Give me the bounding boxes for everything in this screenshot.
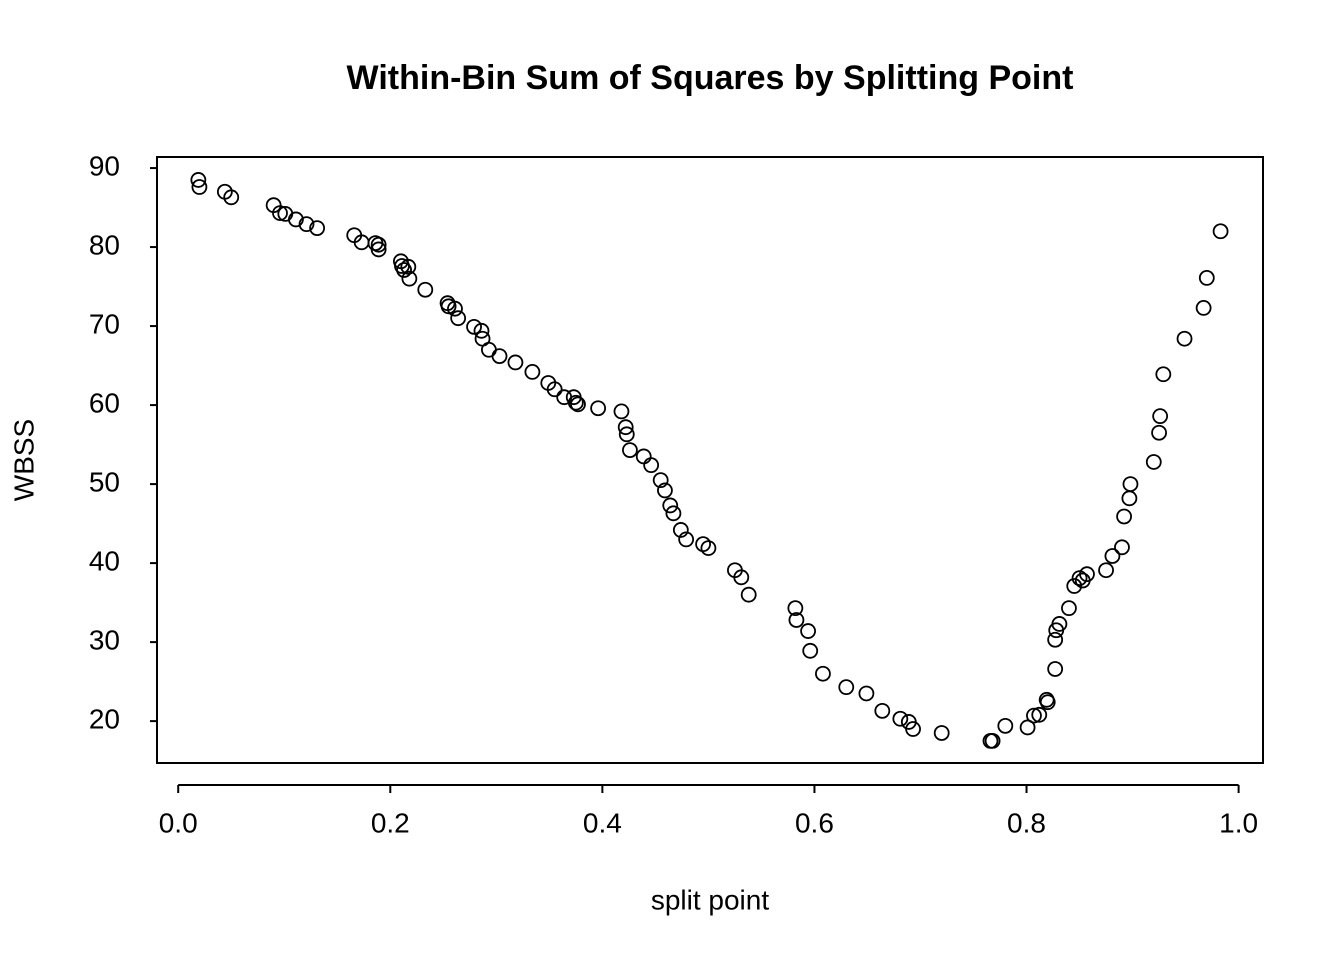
plot-frame: [156, 156, 1264, 764]
point: [787, 600, 804, 617]
point: [400, 258, 417, 275]
point: [1079, 566, 1095, 583]
point: [417, 281, 434, 298]
y-tick-label: 20: [89, 704, 120, 735]
point: [1122, 476, 1139, 492]
point: [838, 679, 855, 696]
chart-title: Within-Bin Sum of Squares by Splitting P…: [347, 59, 1074, 97]
y-tick-label: 80: [89, 229, 120, 260]
point: [800, 623, 816, 639]
point: [309, 220, 326, 237]
point: [481, 341, 497, 358]
point: [1152, 408, 1169, 425]
point: [466, 318, 482, 335]
point: [473, 322, 490, 339]
y-axis-label: WBSS: [8, 419, 39, 501]
point: [507, 354, 524, 371]
point: [1116, 508, 1132, 525]
point: [613, 403, 630, 420]
point: [700, 540, 717, 556]
point: [401, 270, 418, 287]
point: [1047, 661, 1064, 677]
point: [665, 505, 682, 522]
point: [643, 457, 660, 474]
point: [1121, 490, 1138, 507]
point: [1066, 578, 1083, 594]
point: [657, 482, 673, 499]
point: [570, 396, 586, 413]
x-tick-label: 0.6: [795, 807, 834, 838]
point: [370, 236, 387, 253]
point: [1098, 562, 1114, 579]
point: [652, 472, 669, 489]
point: [672, 522, 689, 538]
point: [1155, 366, 1172, 383]
x-tick-label: 0.0: [159, 807, 198, 838]
point: [1176, 330, 1193, 347]
point: [190, 172, 207, 188]
point: [635, 448, 652, 465]
point: [788, 612, 805, 628]
point: [288, 211, 304, 228]
point: [1198, 269, 1215, 286]
x-axis-label: split point: [651, 884, 770, 915]
y-tick-label: 90: [89, 150, 120, 181]
y-tick-label: 50: [89, 466, 120, 497]
point: [1061, 600, 1077, 617]
y-tick-label: 40: [89, 545, 120, 576]
point: [678, 531, 695, 548]
point: [733, 569, 750, 586]
point: [546, 381, 563, 398]
point: [1145, 454, 1162, 470]
point: [858, 685, 875, 702]
point: [892, 710, 909, 727]
point: [905, 721, 921, 737]
point: [590, 400, 607, 417]
point: [1051, 616, 1068, 632]
point: [1151, 424, 1167, 441]
point: [802, 642, 819, 659]
y-tick-label: 30: [89, 625, 120, 656]
point: [1071, 570, 1088, 587]
x-tick-label: 0.4: [583, 807, 622, 838]
point: [874, 702, 891, 719]
point: [984, 732, 1001, 749]
x-tick-label: 1.0: [1219, 807, 1258, 838]
point: [370, 241, 387, 258]
point: [1104, 548, 1121, 564]
x-tick-label: 0.2: [371, 807, 410, 838]
point: [622, 442, 638, 459]
point: [1047, 631, 1064, 648]
point: [617, 419, 634, 436]
y-tick-label: 70: [89, 308, 120, 339]
point: [567, 394, 584, 411]
point: [524, 364, 541, 380]
point: [191, 179, 208, 195]
point: [1031, 706, 1048, 723]
x-tick-label: 0.8: [1007, 807, 1046, 838]
point: [1039, 694, 1056, 711]
point: [1212, 223, 1229, 240]
point: [223, 189, 240, 206]
point: [662, 497, 679, 514]
y-tick-label: 60: [89, 387, 120, 418]
point: [491, 348, 508, 365]
point: [815, 665, 831, 682]
point: [1195, 300, 1212, 316]
point: [997, 717, 1014, 734]
point: [450, 310, 467, 327]
point: [740, 586, 757, 603]
point: [618, 426, 635, 443]
point: [298, 216, 315, 233]
point: [1026, 707, 1042, 724]
point: [396, 262, 412, 278]
point: [1114, 539, 1130, 556]
point: [933, 725, 950, 741]
point: [272, 205, 288, 221]
point: [447, 300, 463, 317]
point: [1019, 719, 1036, 736]
